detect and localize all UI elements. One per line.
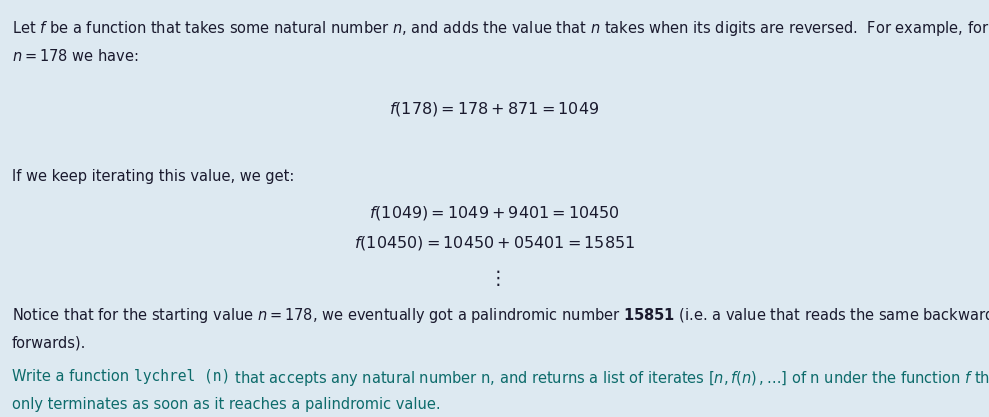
- Text: Notice that for the starting value $n = 178$, we eventually got a palindromic nu: Notice that for the starting value $n = …: [12, 306, 989, 326]
- Text: If we keep iterating this value, we get:: If we keep iterating this value, we get:: [12, 169, 295, 184]
- Text: $f(10450) = 10450 + 05401 = 15851$: $f(10450) = 10450 + 05401 = 15851$: [354, 234, 635, 251]
- Text: $f(1049) = 1049 + 9401 = 10450$: $f(1049) = 1049 + 9401 = 10450$: [369, 204, 620, 222]
- Text: only terminates as soon as it reaches a palindromic value.: only terminates as soon as it reaches a …: [12, 397, 440, 412]
- Text: $n = 178$ we have:: $n = 178$ we have:: [12, 48, 138, 64]
- Text: $\vdots$: $\vdots$: [489, 268, 500, 288]
- Text: Write a function: Write a function: [12, 369, 134, 384]
- Text: that accepts any natural number n, and returns a list of iterates $[n, f(n)\,, \: that accepts any natural number n, and r…: [229, 369, 989, 388]
- Text: $f(178) = 178 + 871 = 1049$: $f(178) = 178 + 871 = 1049$: [390, 100, 599, 118]
- Text: forwards).: forwards).: [12, 336, 86, 351]
- Text: Let $f$ be a function that takes some natural number $n$, and adds the value tha: Let $f$ be a function that takes some na…: [12, 19, 989, 38]
- Text: lychrel (n): lychrel (n): [134, 369, 229, 384]
